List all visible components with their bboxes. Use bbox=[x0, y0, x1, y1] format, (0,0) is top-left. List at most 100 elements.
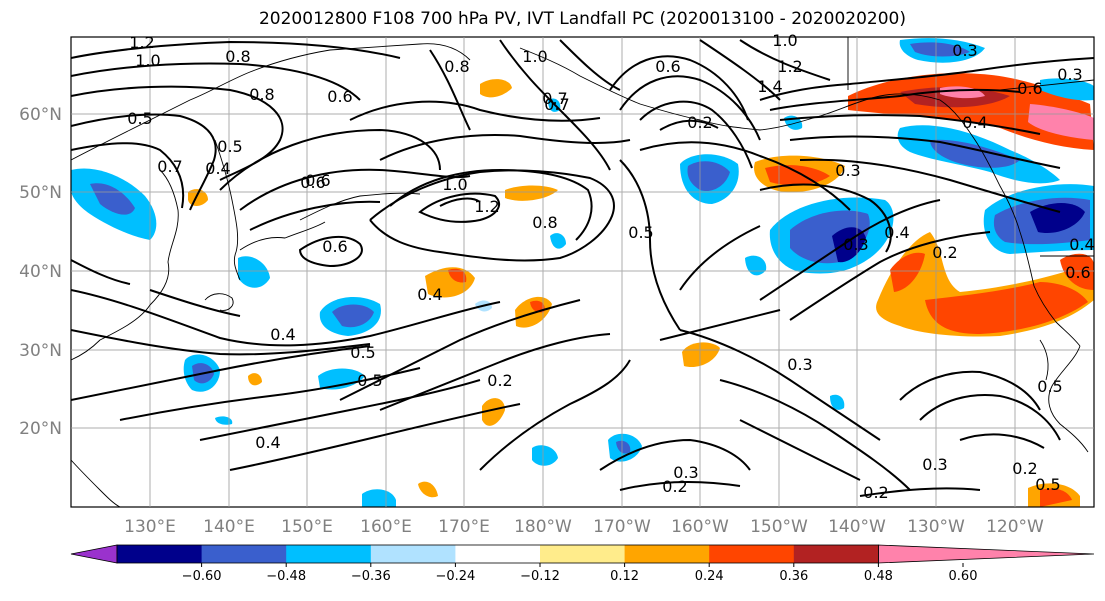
contour-label: 0.5 bbox=[357, 371, 382, 390]
contour-line bbox=[229, 403, 521, 471]
negative-anomaly bbox=[930, 139, 1020, 168]
lon-label: 120°W bbox=[986, 517, 1044, 537]
contour-line bbox=[739, 419, 861, 481]
contour-label: 0.8 bbox=[225, 47, 250, 66]
lon-label: 170°W bbox=[593, 517, 651, 537]
positive-anomaly bbox=[448, 268, 467, 283]
coastline bbox=[71, 459, 121, 507]
colorbar-tick-label: −0.60 bbox=[182, 569, 222, 584]
contour-label: 0.3 bbox=[673, 463, 698, 482]
contour-line bbox=[71, 142, 185, 209]
contour-label: 0.8 bbox=[249, 85, 274, 104]
contour-line bbox=[799, 158, 1061, 213]
contour-line bbox=[389, 168, 593, 241]
contour-label: 0.5 bbox=[217, 137, 242, 156]
coastline bbox=[519, 47, 701, 121]
lon-label: 180°W bbox=[514, 517, 572, 537]
lat-label: 40°N bbox=[19, 262, 62, 282]
contour-label: 0.7 bbox=[542, 89, 567, 108]
contour-line bbox=[659, 309, 781, 341]
coastline bbox=[71, 43, 471, 161]
contour-line bbox=[659, 119, 719, 131]
colorbar-swatch bbox=[540, 545, 626, 563]
coastline bbox=[204, 293, 234, 311]
colorbar-tick-label: 0.12 bbox=[610, 569, 639, 584]
contour-line bbox=[439, 197, 481, 207]
contour-label: 0.3 bbox=[1057, 65, 1082, 84]
contour-label: 0.2 bbox=[687, 113, 712, 132]
contour-label: 1.2 bbox=[129, 33, 154, 52]
negative-anomaly bbox=[745, 255, 767, 276]
contour-line bbox=[379, 333, 611, 411]
negative-anomaly bbox=[318, 368, 365, 390]
contour-line bbox=[699, 39, 781, 101]
contour-label: 0.5 bbox=[127, 109, 152, 128]
positive-anomaly bbox=[505, 185, 558, 201]
lat-label: 20°N bbox=[19, 419, 62, 439]
contour-label: 0.3 bbox=[843, 235, 868, 254]
contour-line bbox=[298, 235, 363, 268]
positive-anomaly bbox=[682, 342, 720, 368]
lon-label: 150°W bbox=[750, 517, 808, 537]
contour-line bbox=[759, 199, 941, 301]
negative-anomaly bbox=[532, 445, 558, 466]
contour-line bbox=[71, 113, 217, 211]
contour-line bbox=[619, 480, 741, 491]
positive-anomaly bbox=[248, 373, 262, 386]
contour-line bbox=[919, 394, 1061, 441]
colorbar-min-arrow bbox=[70, 544, 118, 564]
contour-label: 0.3 bbox=[922, 455, 947, 474]
colorbar-tick-label: 0.60 bbox=[949, 569, 978, 584]
lon-label: 160°W bbox=[671, 517, 729, 537]
lon-labels: 130°E 140°E 150°E 160°E 170°E 180°W 170°W 160°W… bbox=[124, 517, 1044, 537]
lat-labels: 60°N 50°N 40°N 30°N 20°N bbox=[19, 105, 62, 439]
contour-line bbox=[429, 49, 471, 131]
colorbar: −0.60 −0.48 −0.36 −0.24 −0.12 0.12 0.24 0.36 0.4… bbox=[70, 544, 1095, 584]
contour-line bbox=[499, 39, 611, 171]
colorbar-swatch bbox=[370, 545, 456, 563]
colorbar-tick-label: 0.36 bbox=[779, 569, 808, 584]
lon-label: 140°E bbox=[203, 517, 255, 537]
contour-line bbox=[789, 231, 991, 321]
map-title: 2020012800 F108 700 hPa PV, IVT Landfall… bbox=[258, 9, 906, 29]
negative-anomaly bbox=[90, 183, 135, 215]
colorbar-tick-label: −0.48 bbox=[266, 569, 306, 584]
contour-label: 0.8 bbox=[444, 57, 469, 76]
contour-label: 1.0 bbox=[442, 175, 467, 194]
contour-line bbox=[71, 289, 501, 347]
colorbar-outline bbox=[116, 544, 879, 564]
negative-anomaly bbox=[550, 233, 566, 249]
contour-line bbox=[239, 168, 471, 211]
contour-line bbox=[679, 225, 761, 291]
coastline bbox=[1048, 345, 1089, 453]
colorbar-tick-label: 0.24 bbox=[695, 569, 724, 584]
contour-line bbox=[759, 183, 892, 253]
contour-line bbox=[339, 299, 581, 401]
contour-label: 0.4 bbox=[962, 113, 987, 132]
positive-anomaly bbox=[480, 79, 512, 98]
colorbar-tick-label: −0.36 bbox=[351, 569, 391, 584]
colorbar-swatch bbox=[624, 545, 710, 563]
coastline bbox=[299, 192, 421, 221]
lat-label: 50°N bbox=[19, 183, 62, 203]
contour-label: 0.3 bbox=[952, 41, 977, 60]
negative-anomaly bbox=[910, 42, 970, 57]
contour-line bbox=[149, 289, 241, 317]
lon-label: 160°E bbox=[360, 517, 412, 537]
contour-line bbox=[759, 57, 1094, 101]
contour-line bbox=[679, 329, 881, 441]
contour-label: 0.4 bbox=[1069, 235, 1094, 254]
pv-contours bbox=[71, 39, 1094, 497]
contour-label: 1.0 bbox=[135, 51, 160, 70]
negative-anomaly bbox=[362, 489, 396, 507]
coastline bbox=[999, 79, 1094, 91]
contour-line bbox=[769, 88, 1021, 111]
positive-anomaly bbox=[1028, 104, 1094, 140]
contour-label: 1.0 bbox=[522, 47, 547, 66]
colorbar-tick-label: −0.24 bbox=[435, 569, 475, 584]
shaded-field bbox=[71, 38, 1094, 507]
contour-line bbox=[609, 55, 749, 121]
contour-label: 0.7 bbox=[544, 95, 569, 114]
colorbar-swatch bbox=[201, 545, 287, 563]
